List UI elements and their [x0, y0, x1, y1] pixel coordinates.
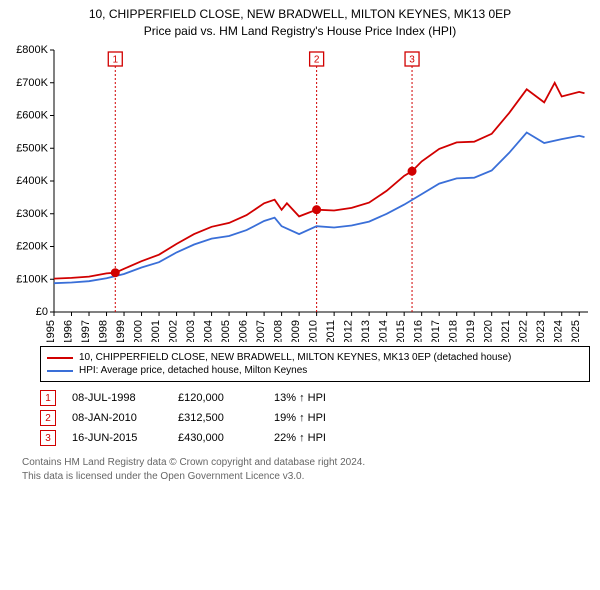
svg-text:2017: 2017: [430, 320, 442, 342]
svg-text:2014: 2014: [378, 320, 390, 342]
legend-swatch: [47, 357, 73, 359]
footer-line2: This data is licensed under the Open Gov…: [22, 470, 590, 484]
svg-text:£500K: £500K: [16, 142, 48, 154]
sale-row: 2 08-JAN-2010 £312,500 19% ↑ HPI: [40, 408, 590, 428]
svg-text:2002: 2002: [168, 320, 180, 342]
svg-text:£400K: £400K: [16, 175, 48, 187]
legend-label: 10, CHIPPERFIELD CLOSE, NEW BRADWELL, MI…: [79, 351, 511, 364]
svg-text:2: 2: [314, 55, 320, 66]
svg-text:2010: 2010: [308, 320, 320, 342]
svg-text:2009: 2009: [290, 320, 302, 342]
svg-text:2000: 2000: [133, 320, 145, 342]
footer-attribution: Contains HM Land Registry data © Crown c…: [22, 456, 590, 483]
svg-text:1997: 1997: [80, 320, 92, 342]
sale-price: £430,000: [178, 432, 258, 444]
sale-pct: 22% ↑ HPI: [274, 432, 326, 444]
svg-text:£0: £0: [36, 306, 48, 318]
sale-row: 3 16-JUN-2015 £430,000 22% ↑ HPI: [40, 428, 590, 448]
sale-marker-num: 2: [45, 413, 51, 424]
line-chart: £0 £100K £200K £300K £400K £500K £600K £700K £80…: [6, 42, 594, 342]
sales-list: 1 08-JUL-1998 £120,000 13% ↑ HPI 2 08-JA…: [40, 388, 590, 448]
svg-text:2003: 2003: [185, 320, 197, 342]
sale-date: 08-JUL-1998: [72, 392, 162, 404]
svg-text:2004: 2004: [203, 320, 215, 342]
svg-text:3: 3: [409, 55, 415, 66]
svg-text:2008: 2008: [273, 320, 285, 342]
svg-text:£800K: £800K: [16, 44, 48, 56]
chart-title-line2: Price paid vs. HM Land Registry's House …: [0, 24, 600, 42]
sale-marker-num: 3: [45, 433, 51, 444]
sale-marker: 3: [40, 430, 56, 446]
sale-date: 08-JAN-2010: [72, 412, 162, 424]
sale-row: 1 08-JUL-1998 £120,000 13% ↑ HPI: [40, 388, 590, 408]
legend-item: 10, CHIPPERFIELD CLOSE, NEW BRADWELL, MI…: [47, 351, 583, 364]
legend-item: HPI: Average price, detached house, Milt…: [47, 364, 583, 377]
svg-text:2007: 2007: [255, 320, 267, 342]
svg-text:£100K: £100K: [16, 273, 48, 285]
svg-text:2013: 2013: [360, 320, 372, 342]
svg-text:2001: 2001: [150, 320, 162, 342]
svg-text:2023: 2023: [535, 320, 547, 342]
sale-marker-num: 1: [45, 393, 51, 404]
svg-text:2022: 2022: [518, 320, 530, 342]
sale-date: 16-JUN-2015: [72, 432, 162, 444]
svg-text:2006: 2006: [238, 320, 250, 342]
svg-text:1996: 1996: [63, 320, 75, 342]
legend-swatch: [47, 370, 73, 372]
svg-text:2024: 2024: [553, 320, 565, 342]
svg-text:£700K: £700K: [16, 77, 48, 89]
svg-text:2025: 2025: [570, 320, 582, 342]
sale-marker: 2: [40, 410, 56, 426]
svg-text:2005: 2005: [220, 320, 232, 342]
footer-line1: Contains HM Land Registry data © Crown c…: [22, 456, 590, 470]
svg-text:2019: 2019: [465, 320, 477, 342]
svg-text:2021: 2021: [500, 320, 512, 342]
sale-price: £120,000: [178, 392, 258, 404]
svg-text:2020: 2020: [483, 320, 495, 342]
svg-text:£200K: £200K: [16, 241, 48, 253]
svg-text:2016: 2016: [413, 320, 425, 342]
legend: 10, CHIPPERFIELD CLOSE, NEW BRADWELL, MI…: [40, 346, 590, 382]
sale-pct: 13% ↑ HPI: [274, 392, 326, 404]
legend-label: HPI: Average price, detached house, Milt…: [79, 364, 307, 377]
sale-marker: 1: [40, 390, 56, 406]
svg-text:1999: 1999: [115, 320, 127, 342]
svg-text:1998: 1998: [98, 320, 110, 342]
svg-text:£300K: £300K: [16, 208, 48, 220]
svg-text:2015: 2015: [395, 320, 407, 342]
chart-title-line1: 10, CHIPPERFIELD CLOSE, NEW BRADWELL, MI…: [0, 0, 600, 24]
svg-text:2011: 2011: [325, 320, 337, 342]
svg-text:1995: 1995: [45, 320, 57, 342]
svg-text:£600K: £600K: [16, 110, 48, 122]
chart-area: £0 £100K £200K £300K £400K £500K £600K £700K £80…: [6, 42, 594, 342]
svg-text:2012: 2012: [343, 320, 355, 342]
sale-pct: 19% ↑ HPI: [274, 412, 326, 424]
sale-price: £312,500: [178, 412, 258, 424]
svg-text:2018: 2018: [448, 320, 460, 342]
svg-text:1: 1: [112, 55, 118, 66]
